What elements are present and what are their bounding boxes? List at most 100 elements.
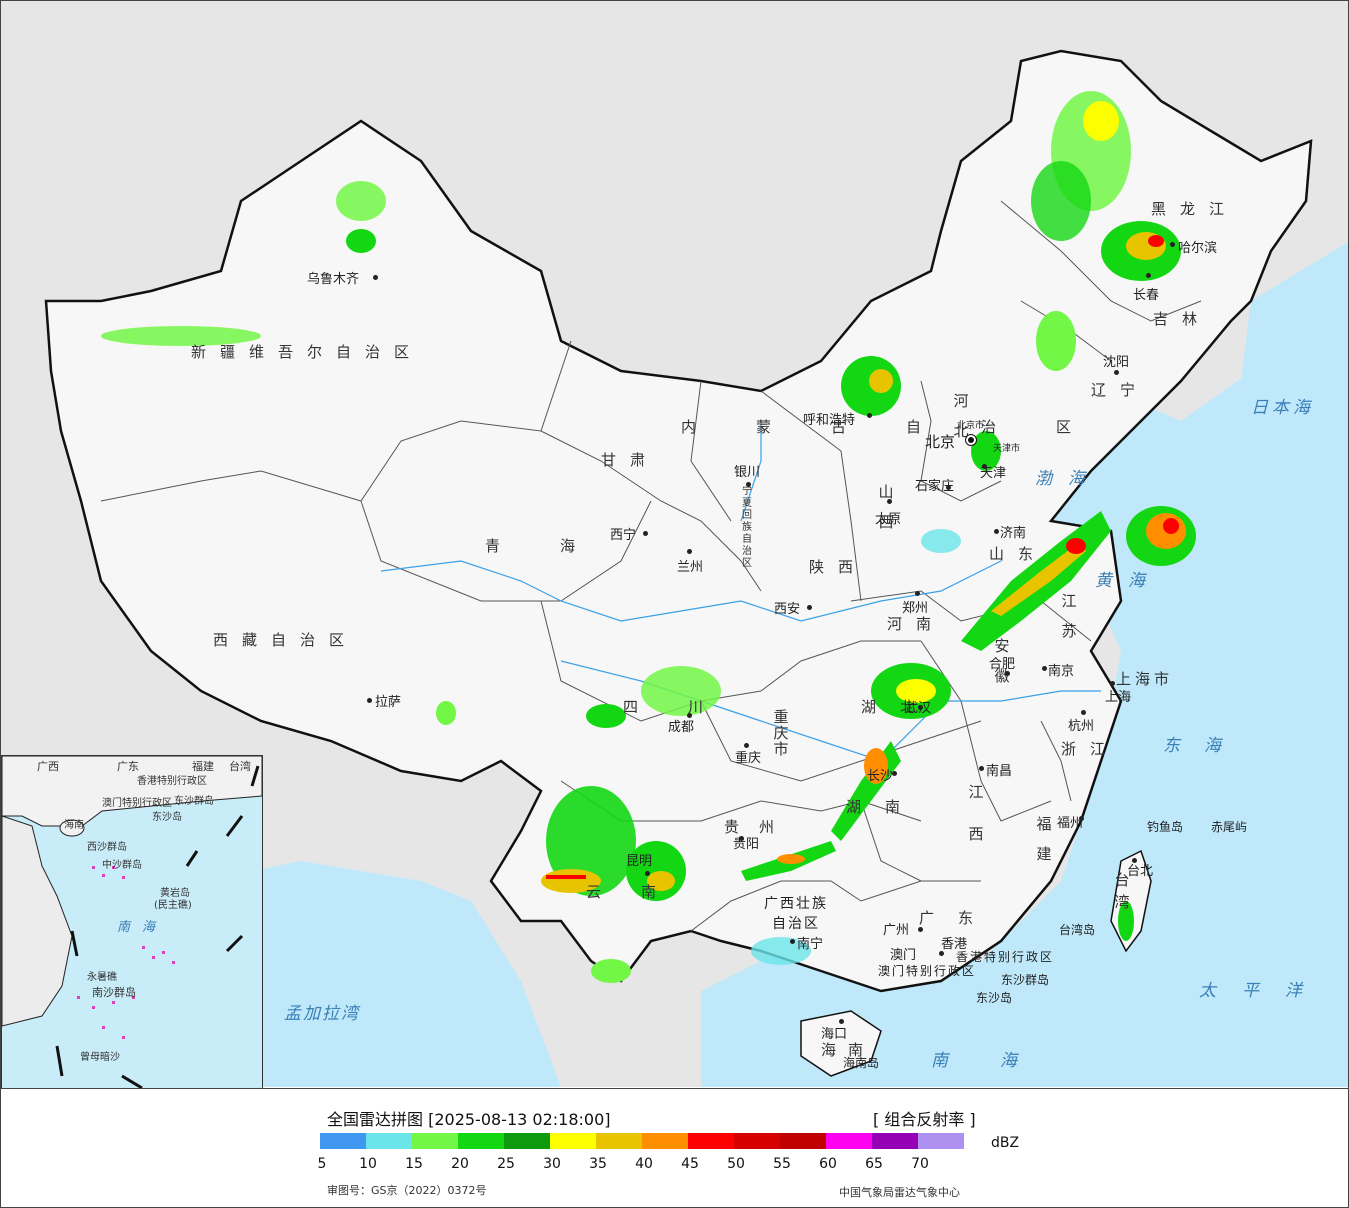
city-dot [887,499,892,504]
inset-canvas [2,756,262,1088]
city-haikou: 海口 [821,1027,848,1042]
color-swatch [366,1133,412,1149]
unit-label: dBZ [991,1135,1020,1151]
city-dot [645,871,650,876]
inset-xisha: 西沙群岛 [87,842,127,853]
city-hohhot: 呼和浩特 [803,413,856,428]
color-swatch [780,1133,826,1149]
city-taibei: 台北 [1127,864,1154,879]
city-lhasa: 拉萨 [375,695,402,710]
city-xining: 西宁 [610,528,637,543]
scale-tick-label: 45 [681,1156,699,1172]
city-harbin: 哈尔滨 [1178,241,1218,256]
inset-hongkong: 香港特别行政区 [137,776,207,787]
province-xizang: 西藏自治区 [213,631,359,649]
inset-south-sea: 南海 [117,920,168,935]
inset-zengmu: 曾母暗沙 [80,1052,120,1063]
city-guangzhou: 广州 [883,923,910,938]
city-fuzhou: 福州 [1057,816,1084,831]
sea-yellow: 黄海 [1095,571,1161,591]
city-taiyuan: 太原 [875,512,902,527]
city-dot [1042,666,1047,671]
city-shijiazhuang: 石家庄 [915,479,955,494]
scale-tick-label: 20 [451,1156,469,1172]
sea-east: 东海 [1163,736,1245,756]
province-heilongjiang: 黑龙江 [1151,200,1239,218]
city-dot [918,927,923,932]
scale-tick-label: 15 [405,1156,423,1172]
city-beijing: 北京 [925,433,956,451]
color-swatch [412,1133,458,1149]
color-swatch [734,1133,780,1149]
province-ningxia: 宁夏回族自治区 [742,486,752,569]
east-sea-water [701,302,1348,1087]
province-yunnan: 云南 [586,883,697,901]
city-guiyang: 贵阳 [733,837,760,852]
color-swatch [688,1133,734,1149]
city-dot [1132,858,1137,863]
province-shanghai: 上海市 [1116,670,1174,688]
city-chongqing: 重庆 [735,751,762,766]
inset-macao: 澳门特别行政区 [102,798,172,809]
city-dot [994,529,999,534]
inset-fujian: 福建 [192,760,214,773]
province-jilin: 吉林 [1153,310,1212,328]
label-beijing-city: 北京市 [957,421,985,431]
province-zhejiang: 浙江 [1061,740,1120,758]
inset-taiwan: 台湾 [229,760,251,773]
scale-tick-label: 10 [359,1156,377,1172]
sea-bengal: 孟加拉湾 [284,1004,360,1024]
scale-tick-label: 55 [773,1156,791,1172]
province-shaanxi: 陕西 [809,558,868,576]
inset-yongshu: 永暑礁 [87,972,117,983]
sea-south: 南海 [931,1051,1069,1071]
inset-nansha: 南沙群岛 [92,986,136,999]
color-swatch [596,1133,642,1149]
inset-zhongsha: 中沙群岛 [102,860,142,871]
province-sichuan: 四川 [623,698,754,716]
province-hebei: 河北 [953,392,969,440]
city-dot [915,591,920,596]
province-xinjiang: 新疆维吾尔自治区 [191,343,424,361]
city-dot [892,771,897,776]
province-chongqing: 重庆市 [773,708,789,758]
legend-panel: 全国雷达拼图 [2025-08-13 02:18:00] [ 组合反射率 ] 5… [1,1088,1348,1207]
city-jinan: 济南 [1000,526,1027,541]
province-shanxi: 山西 [878,483,894,531]
city-dot [687,549,692,554]
color-swatch [458,1133,504,1149]
color-swatch [320,1133,366,1149]
inset-huangyan: 黄岩岛 [160,888,190,899]
city-dot [1110,681,1115,686]
inset-guangdong: 广东 [117,760,139,773]
city-changsha: 长沙 [867,769,894,784]
province-fujian: 福建 [1036,815,1052,863]
map-title: 全国雷达拼图 [2025-08-13 02:18:00] [327,1110,611,1129]
city-dot [367,698,372,703]
island-dongsha: 东沙岛 [976,991,1013,1005]
inset-dongsha-group: 东沙群岛 [174,796,214,807]
city-kunming: 昆明 [626,854,653,869]
city-dot [1079,816,1084,821]
color-swatch [826,1133,872,1149]
province-jiangxi: 江西 [968,783,984,843]
city-nanjing: 南京 [1048,664,1075,679]
color-scale-ticks: 5 10 15 20 25 30 35 40 45 50 55 60 65 70 [318,1156,1020,1176]
sea-japan: 日本海 [1251,398,1314,418]
color-scale [320,1133,964,1149]
city-dot [739,836,744,841]
radar-echoes [101,91,1196,983]
province-liaoning: 辽宁 [1091,381,1150,399]
city-chengdu: 成都 [668,720,695,735]
city-dot [807,605,812,610]
province-taiwan: 台湾 [1114,871,1130,911]
city-dot [1081,710,1086,715]
city-zhengzhou: 郑州 [902,601,929,616]
city-dot [744,743,749,748]
city-dot [867,413,872,418]
color-swatch [504,1133,550,1149]
data-source: 中国气象局雷达气象中心 [839,1186,960,1199]
province-hubei: 湖北 [861,698,940,716]
city-dot [939,951,944,956]
